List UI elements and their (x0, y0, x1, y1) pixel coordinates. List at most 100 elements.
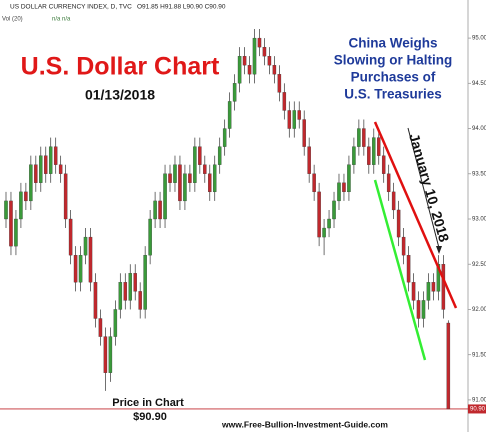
candle-body (73, 255, 78, 283)
candle-body (292, 110, 297, 129)
candle-body (198, 146, 202, 165)
last-price-label: 90.90 (470, 407, 486, 413)
candle-body (148, 218, 152, 256)
candle-body (252, 37, 257, 75)
volume-values: n/a n/a (52, 17, 71, 23)
candle-body (108, 336, 113, 373)
last-price-box (468, 404, 486, 414)
candle-body (232, 83, 237, 102)
candle-body (24, 191, 28, 202)
candle-body (153, 200, 157, 220)
y-tick-label: 93.00 (472, 217, 486, 223)
candle-body (118, 282, 123, 310)
candle-body (247, 65, 252, 75)
price-caption: Price in Chart (112, 397, 184, 409)
candle-body (173, 164, 177, 183)
chart-subtitle: 01/13/2018 (85, 87, 155, 103)
candle-body (342, 182, 346, 193)
candle-body (44, 155, 48, 174)
candle-body (372, 137, 376, 165)
candle-body (227, 101, 232, 129)
candle-body (312, 173, 316, 193)
candle-body (193, 146, 197, 183)
trend-line-green (373, 179, 427, 361)
candle-body (391, 191, 396, 211)
candle-body (48, 146, 53, 174)
candle-body (93, 282, 98, 319)
candle-body (376, 137, 381, 156)
candle-body (212, 164, 217, 193)
candle-body (4, 200, 8, 220)
y-tick-label: 91.00 (472, 397, 486, 403)
candle-body (68, 218, 73, 256)
candle-body (39, 155, 43, 183)
y-tick-label: 94.50 (472, 81, 486, 87)
candle-body (178, 164, 182, 202)
candle-body (386, 173, 391, 193)
candle-body (208, 173, 212, 193)
candle-body (352, 146, 356, 165)
chart-title: U.S. Dollar Chart (21, 53, 220, 81)
candle-body (337, 182, 341, 202)
candle-body (34, 164, 38, 183)
candle-body (411, 282, 416, 301)
candle-body (14, 218, 18, 247)
candle-body (267, 56, 272, 66)
arrow-head (436, 246, 442, 254)
candle-body (203, 164, 207, 174)
candle-body (421, 300, 426, 319)
candle-body (138, 291, 142, 310)
candle-body (158, 200, 162, 220)
candle-body (217, 146, 222, 165)
candle-body (381, 155, 386, 174)
candle-body (426, 282, 431, 301)
candle-body (237, 56, 242, 84)
candle-body (88, 236, 93, 283)
candle-body (168, 173, 172, 183)
candle-body (307, 146, 311, 174)
candle-body (9, 200, 13, 247)
candle-body (401, 236, 406, 256)
symbol: US DOLLAR CURRENCY INDEX, D, TVC (10, 4, 132, 11)
plot-area (0, 29, 468, 410)
candle-body (242, 56, 247, 66)
y-tick-label: 93.50 (472, 171, 486, 177)
candle-body (446, 322, 451, 410)
candle-body (322, 227, 326, 238)
candle-body (58, 164, 63, 174)
candle-body (327, 218, 331, 229)
candle-body (113, 309, 118, 337)
candle-body (357, 128, 361, 147)
annotation-line: China Weighs (348, 36, 437, 51)
y-tick-label: 94.00 (472, 126, 486, 132)
candle-body (103, 336, 108, 373)
candle-body (188, 173, 192, 183)
candle-body (78, 255, 83, 283)
arrow (407, 127, 440, 249)
y-tick-label: 91.50 (472, 352, 486, 358)
candle-body (431, 282, 436, 292)
candle-body (297, 110, 301, 120)
annotation-line: Slowing or Halting (334, 53, 453, 68)
ohlc: O91.85 H91.88 L90.90 C90.90 (137, 4, 226, 11)
candle-body (396, 209, 401, 238)
candle-body (98, 318, 103, 337)
candle-body (133, 273, 137, 292)
candle-body (277, 74, 282, 93)
candle-body (302, 119, 306, 147)
candle-body (362, 128, 366, 147)
candle-body (436, 264, 441, 292)
candle-body (222, 128, 227, 147)
candle-body (332, 200, 336, 220)
candle-body (441, 264, 446, 310)
y-tick-label: 95.00 (472, 36, 486, 42)
candle-body (183, 173, 187, 202)
candle-body (347, 164, 351, 193)
candle-body (83, 236, 88, 256)
candle-body (257, 37, 262, 48)
candle-body (63, 173, 68, 220)
y-tick-label: 92.50 (472, 262, 486, 268)
candle-body (143, 255, 147, 310)
